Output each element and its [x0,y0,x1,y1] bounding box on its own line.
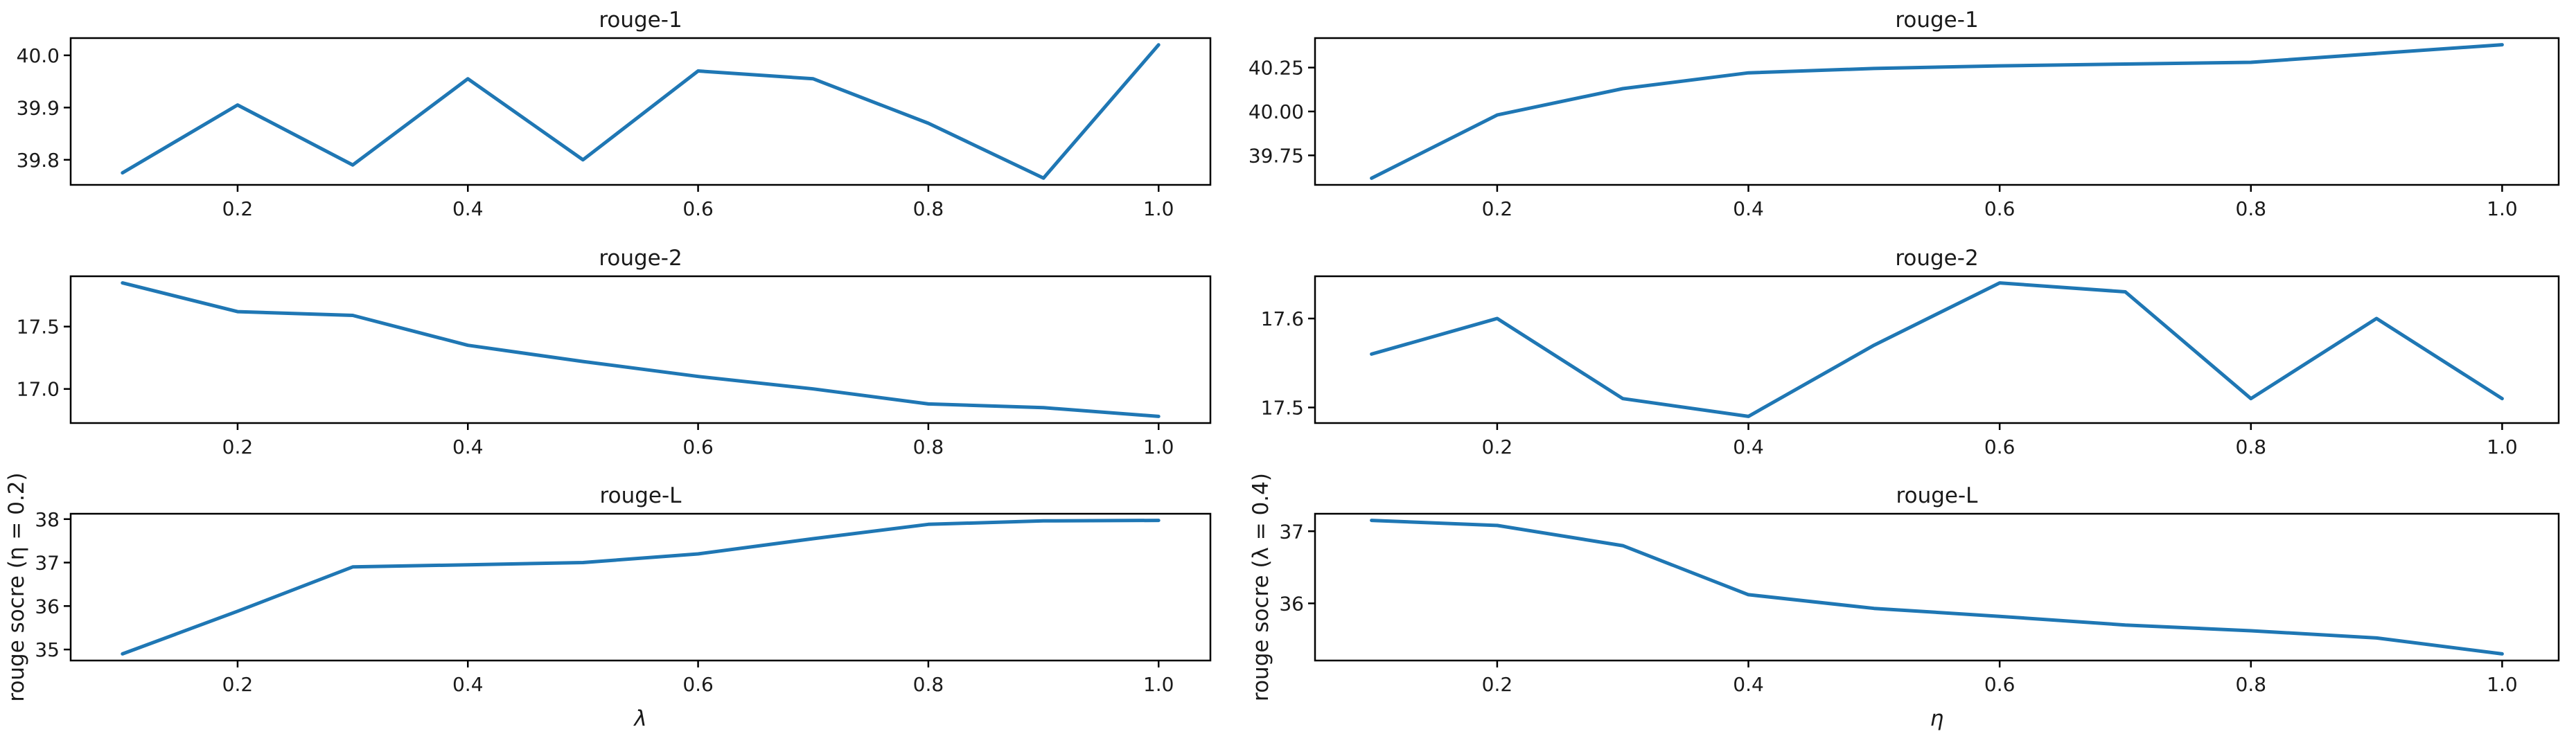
y-axis-label: rouge socre (λ = 0.4) [1249,473,1273,701]
x-tick-label: 0.4 [452,436,484,458]
data-line [121,281,1161,418]
data-line [1370,519,2504,656]
x-tick-label: 0.8 [913,436,944,458]
y-tick-label: 40.00 [1249,100,1304,123]
x-tick-label: 0.2 [222,197,254,220]
y-tick-label: 37 [35,552,60,575]
data-line [121,43,1161,180]
data-line [1370,281,2504,418]
x-tick-label: 0.8 [913,197,944,220]
y-tick-label: 17.6 [1261,307,1304,330]
y-tick-label: 39.9 [17,96,60,119]
x-tick-label: 0.6 [682,197,714,220]
y-tick-label: 38 [35,508,60,531]
y-tick-label: 17.5 [1261,397,1304,420]
y-tick-label: 39.75 [1249,144,1304,167]
x-tick-label: 0.2 [222,673,254,696]
axes-frame [1314,37,2560,186]
x-tick-label: 0.6 [682,436,714,458]
subplot-title: rouge-1 [1895,8,1978,33]
x-tick-label: 0.6 [1984,197,2015,220]
subplot-rouge-l-eta: 0.2 0.4 0.6 0.8 1.0 36 37 rouge-L η rouge socre (… [1249,473,2560,731]
y-axis-label: rouge socre (η = 0.2) [4,472,29,701]
subplot-rouge-2-eta: 0.2 0.4 0.6 0.8 1.0 17.5 17.6 rouge-2 [1261,246,2560,458]
y-tick-label: 37 [1279,520,1304,543]
x-tick-label: 0.2 [222,436,254,458]
axes-frame [69,275,1212,424]
subplot-rouge-1-eta: 0.2 0.4 0.6 0.8 1.0 39.75 40.00 40.25 rouge-1 [1249,8,2560,220]
x-tick-label: 0.6 [682,673,714,696]
y-tick-label: 35 [35,638,60,661]
x-tick-label: 1.0 [2487,197,2518,220]
x-tick-label: 1.0 [1143,673,1174,696]
x-tick-label: 1.0 [1143,197,1174,220]
x-tick-label: 0.8 [913,673,944,696]
x-tick-label: 0.4 [1733,673,1764,696]
x-tick-label: 0.2 [1482,673,1513,696]
axes-frame [1314,512,2560,662]
subplot-rouge-l-lambda: 0.2 0.4 0.6 0.8 1.0 35 36 37 38 rouge-L λ rouge soc… [4,472,1212,731]
y-tick-label: 17.0 [17,378,60,401]
subplot-title: rouge-2 [599,246,682,271]
x-tick-label: 0.8 [2236,673,2267,696]
y-tick-label: 36 [35,595,60,618]
x-tick-label: 0.2 [1482,197,1513,220]
x-tick-label: 0.4 [1733,436,1764,458]
x-tick-label: 0.6 [1984,436,2015,458]
y-tick-label: 36 [1279,592,1304,615]
axes-frame [69,37,1212,186]
y-tick-label: 39.8 [17,149,60,172]
x-tick-label: 0.2 [1482,436,1513,458]
x-axis-label: η [1930,706,1944,731]
x-tick-label: 0.8 [2236,436,2267,458]
subplot-rouge-2-lambda: 0.2 0.4 0.6 0.8 1.0 17.0 17.5 rouge-2 [17,246,1212,458]
subplot-title: rouge-L [600,483,682,508]
subplot-title: rouge-2 [1895,246,1978,271]
axes-frame [69,512,1212,662]
x-tick-label: 0.8 [2236,197,2267,220]
x-tick-label: 0.4 [452,197,484,220]
x-tick-label: 0.6 [1984,673,2015,696]
y-tick-label: 17.5 [17,316,60,339]
data-line [1370,43,2504,180]
data-line [121,519,1161,656]
y-tick-label: 40.25 [1249,57,1304,80]
x-tick-label: 0.4 [452,673,484,696]
x-tick-label: 1.0 [1143,436,1174,458]
x-tick-label: 1.0 [2487,673,2518,696]
subplot-title: rouge-L [1896,483,1979,508]
axes-frame [1314,275,2560,424]
subplot-rouge-1-lambda: 0.2 0.4 0.6 0.8 1.0 39.8 39.9 40.0 rouge-1 [17,8,1212,220]
x-tick-label: 1.0 [2487,436,2518,458]
subplot-title: rouge-1 [599,8,682,33]
x-tick-label: 0.4 [1733,197,1764,220]
y-tick-label: 40.0 [17,44,60,67]
x-axis-label: λ [633,706,646,731]
